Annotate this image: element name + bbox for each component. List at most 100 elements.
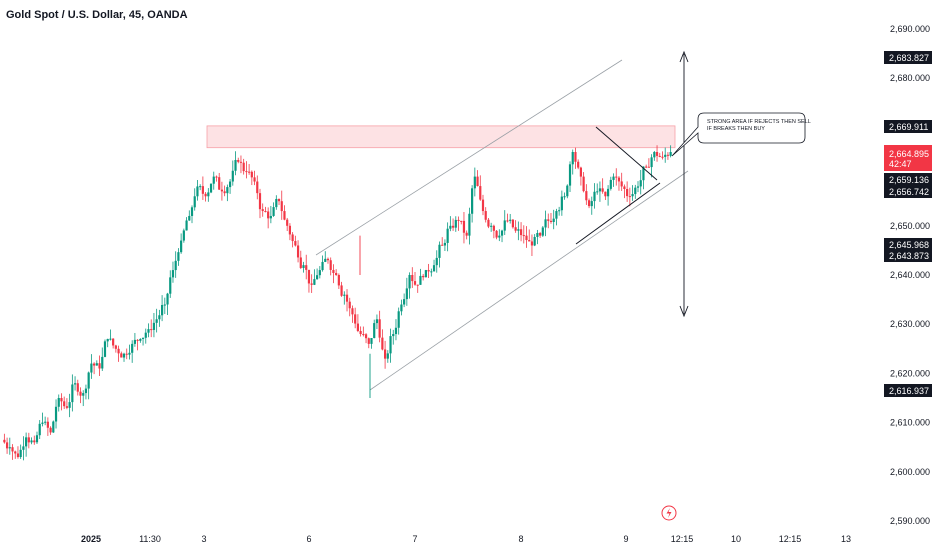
candle-body xyxy=(332,269,335,273)
channel-lower-line xyxy=(369,170,689,391)
candle-body xyxy=(220,189,224,192)
drawings-layer xyxy=(575,50,689,318)
candle-body xyxy=(226,187,229,194)
candle-body xyxy=(131,343,134,353)
candle-body xyxy=(626,189,629,197)
candle-body xyxy=(14,451,17,454)
candle-body xyxy=(38,423,41,436)
candle-body xyxy=(242,162,245,172)
x-tick-label: 8 xyxy=(518,534,523,544)
price-marker-bg xyxy=(884,51,932,64)
y-tick-label: 2,620.000 xyxy=(890,368,930,378)
candle-body xyxy=(128,352,131,355)
candle-body xyxy=(54,406,58,422)
candle-body xyxy=(139,338,142,341)
candle-body xyxy=(574,152,577,162)
chart-title: Gold Spot / U.S. Dollar, 45, OANDA xyxy=(6,9,188,21)
candle-body xyxy=(3,439,6,443)
candle-body xyxy=(180,240,183,253)
candle-body xyxy=(519,229,523,236)
candle-body xyxy=(408,275,411,289)
candle-body xyxy=(348,301,351,309)
candle-body xyxy=(71,384,74,403)
price-marker-bg xyxy=(884,384,932,397)
x-tick-label: 13 xyxy=(841,534,851,544)
candle-body xyxy=(642,166,645,181)
candle-body xyxy=(204,193,207,197)
candle-body xyxy=(468,213,471,236)
candle-body xyxy=(449,225,452,229)
candle-body xyxy=(669,152,672,156)
candle-body xyxy=(201,186,204,194)
candle-body xyxy=(63,401,66,407)
candle-body xyxy=(245,171,248,173)
candle-body xyxy=(539,232,542,236)
candle-body xyxy=(44,421,47,423)
descending-trendline xyxy=(595,126,658,181)
candle-body xyxy=(182,230,185,241)
candle-body xyxy=(579,167,582,177)
candle-body xyxy=(152,322,156,330)
candle-body xyxy=(163,304,166,306)
candle-body xyxy=(636,186,640,188)
candle-body xyxy=(11,447,14,452)
candle-body xyxy=(258,193,262,210)
candle-body xyxy=(571,152,574,165)
candle-body xyxy=(430,271,433,273)
candle-body xyxy=(443,242,447,246)
candle-body xyxy=(568,164,572,186)
candle-body xyxy=(185,220,188,231)
candle-body xyxy=(359,330,362,335)
candle-body xyxy=(435,257,438,266)
candle-body xyxy=(451,225,455,228)
candle-body xyxy=(481,199,485,212)
price-marker-label: 2,656.742 xyxy=(889,187,929,197)
candle-body xyxy=(490,225,493,227)
candle-body xyxy=(272,207,275,216)
price-marker-label: 2,645.968 xyxy=(889,240,929,250)
candle-body xyxy=(256,181,259,194)
candle-body xyxy=(541,227,544,236)
candle-body xyxy=(392,334,395,337)
candle-body xyxy=(234,159,237,171)
candle-body xyxy=(337,275,340,286)
candle-body xyxy=(471,188,474,214)
candle-body xyxy=(438,244,441,258)
candle-body xyxy=(25,437,28,447)
candle-body xyxy=(598,188,602,192)
candle-body xyxy=(460,220,463,222)
candle-body xyxy=(606,188,610,197)
candle-body xyxy=(367,338,370,344)
candle-body xyxy=(432,265,436,272)
candle-body xyxy=(41,422,44,424)
candle-body xyxy=(193,196,196,208)
price-marker-label: 2,669.911 xyxy=(889,122,928,132)
candle-body xyxy=(645,166,648,168)
candle-body xyxy=(623,186,626,190)
candle-body xyxy=(658,155,661,157)
candle-body xyxy=(27,437,30,443)
candle-body xyxy=(411,275,414,282)
candle-body xyxy=(316,275,319,280)
annotation-text-line1: STRONG AREA IF REJECTS THEN SELL xyxy=(707,119,811,125)
candle-body xyxy=(60,398,63,402)
countdown-label: 42:47 xyxy=(889,159,912,169)
current-price-label-bg xyxy=(884,145,932,171)
candle-body xyxy=(653,152,656,158)
x-tick-label: 10 xyxy=(731,534,741,544)
candle-body xyxy=(87,372,90,389)
candle-body xyxy=(324,258,327,262)
candle-body xyxy=(30,440,33,443)
candle-body xyxy=(639,180,642,187)
candle-body xyxy=(267,211,270,219)
candle-body xyxy=(517,229,520,231)
candle-body xyxy=(509,219,512,221)
candle-body xyxy=(76,383,79,392)
candle-body xyxy=(190,207,194,216)
candle-body xyxy=(487,219,490,227)
price-marker-bg xyxy=(884,238,932,251)
candle-body xyxy=(335,272,338,275)
candle-body xyxy=(101,356,104,369)
